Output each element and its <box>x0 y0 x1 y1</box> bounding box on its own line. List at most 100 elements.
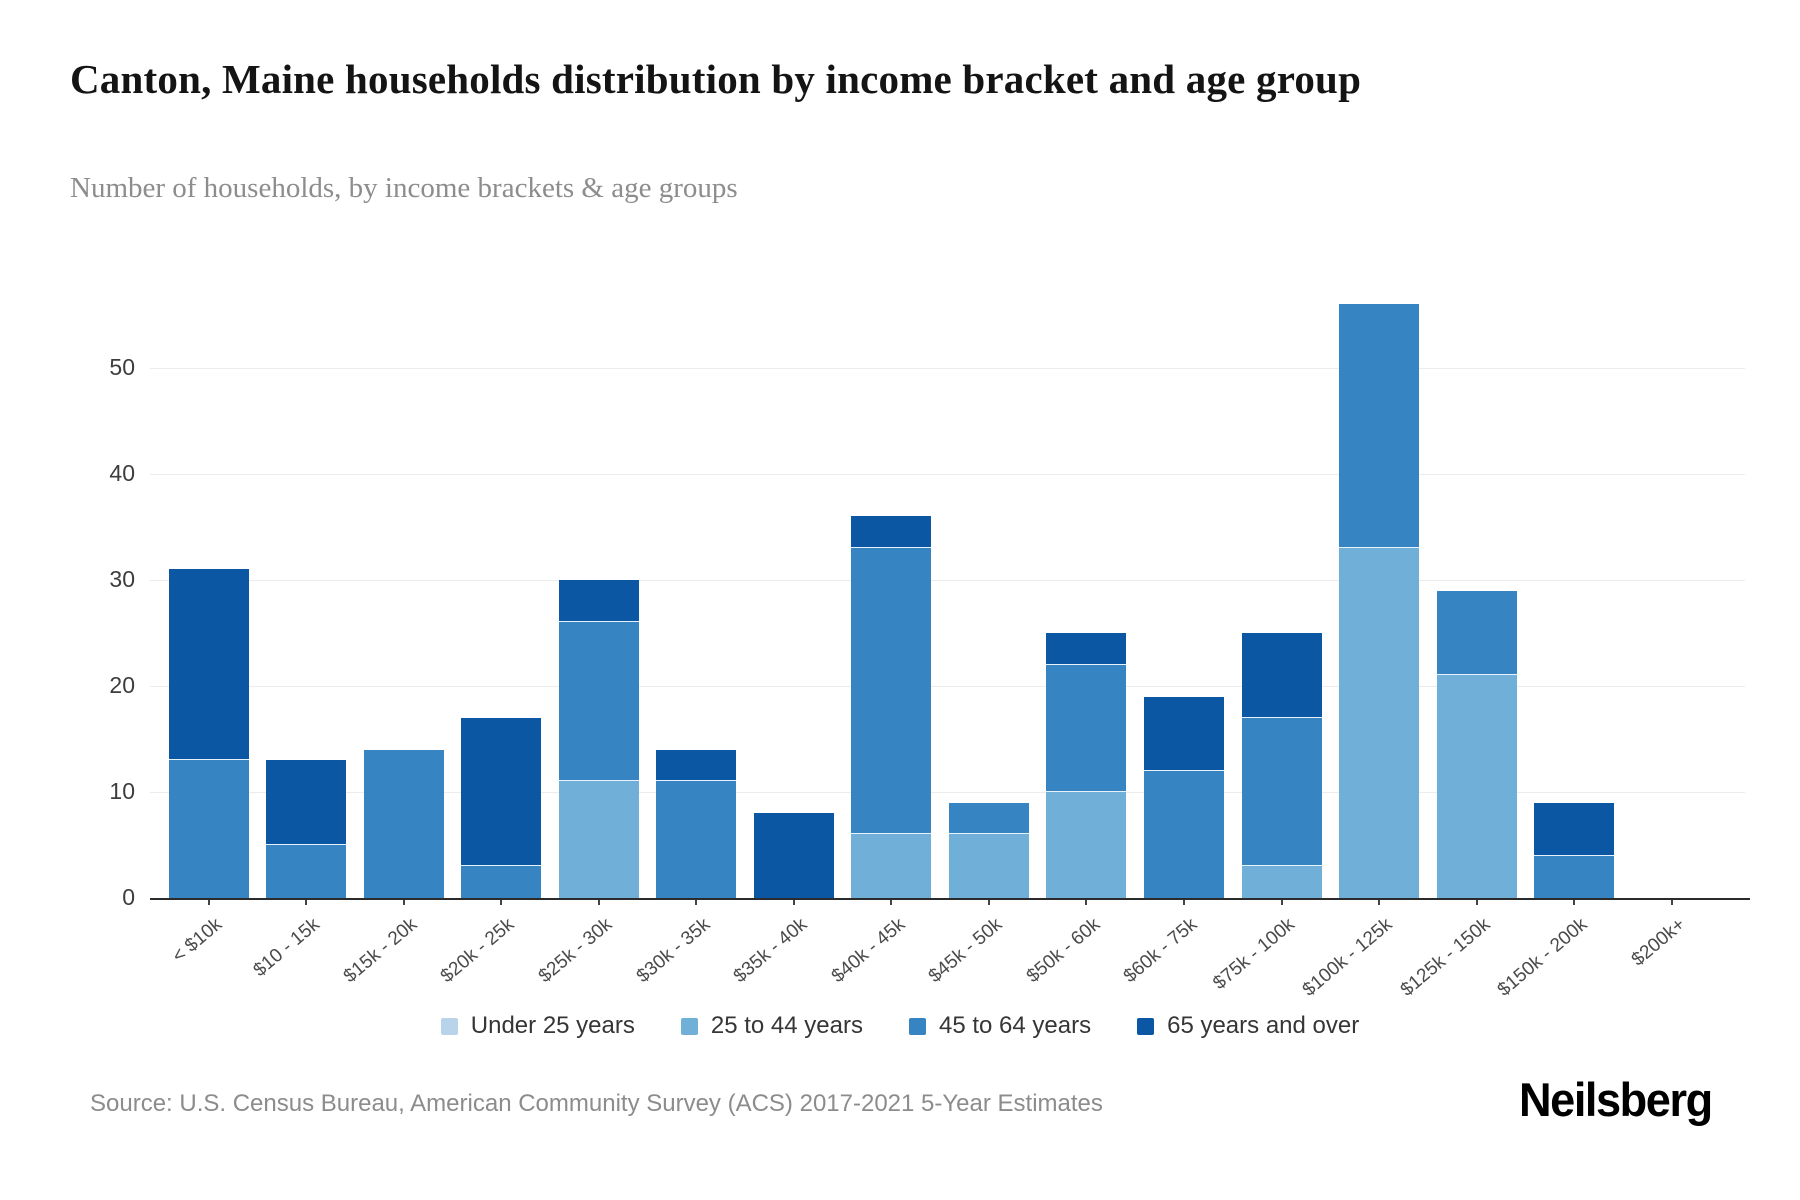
bar-segment[interactable] <box>1241 633 1322 718</box>
x-axis-tick <box>1085 898 1088 905</box>
bar-segment[interactable] <box>1046 792 1127 898</box>
bar-75k-100k <box>1241 633 1322 898</box>
x-axis-tick <box>500 898 503 905</box>
legend-item-25-to-44-years[interactable]: 25 to 44 years <box>680 1012 863 1040</box>
x-axis-line <box>150 898 1750 900</box>
gridline-y-50 <box>150 367 1745 369</box>
x-axis-category-label: $35k - 40k <box>729 914 812 988</box>
gridline-y-10 <box>150 791 1745 793</box>
legend-label: 25 to 44 years <box>710 1012 863 1039</box>
bar-segment[interactable] <box>1046 664 1127 792</box>
x-axis-tick <box>1573 898 1576 905</box>
bar-segment[interactable] <box>656 749 737 782</box>
bar-10-15k <box>266 760 347 898</box>
legend-item-under-25-years[interactable]: Under 25 years <box>440 1012 635 1040</box>
x-axis-category-label: $100k - 125k <box>1298 914 1397 1001</box>
bar-segment[interactable] <box>851 516 932 549</box>
x-axis-tick <box>305 898 308 905</box>
bar-segment[interactable] <box>753 813 834 898</box>
bar-15k-20k <box>363 749 444 898</box>
x-axis-tick <box>695 898 698 905</box>
bar-segment[interactable] <box>948 802 1029 835</box>
x-axis-tick <box>792 898 795 905</box>
bar-45k-50k <box>948 802 1029 898</box>
x-axis-category-label: $45k - 50k <box>924 914 1007 988</box>
bar-150k-200k <box>1534 802 1615 898</box>
bar-segment[interactable] <box>461 717 542 867</box>
bar-25k-30k <box>558 580 639 898</box>
bar-segment[interactable] <box>1241 717 1322 867</box>
bar-segment[interactable] <box>1144 770 1224 898</box>
bar-segment[interactable] <box>1241 866 1322 898</box>
bar-segment[interactable] <box>1144 696 1224 771</box>
legend-swatch-icon <box>680 1017 698 1035</box>
bar-segment[interactable] <box>558 781 639 898</box>
bar-segment[interactable] <box>1534 802 1615 856</box>
y-axis-tick-label: 40 <box>109 460 135 486</box>
x-axis-category-label: $200k+ <box>1627 914 1690 971</box>
bar-segment[interactable] <box>656 781 737 898</box>
y-axis-tick-label: 20 <box>109 672 135 698</box>
bar-segment[interactable] <box>461 866 542 898</box>
legend-label: 45 to 64 years <box>938 1012 1092 1039</box>
x-axis-category-label: $20k - 25k <box>437 914 519 988</box>
y-axis-tick-label: 10 <box>109 778 135 804</box>
x-axis-tick <box>890 898 893 905</box>
x-axis-category-label: $60k - 75k <box>1120 914 1202 988</box>
bar-40k-45k <box>851 516 932 898</box>
y-axis-tick-label: 30 <box>109 566 135 592</box>
bar-segment[interactable] <box>168 569 249 761</box>
bar-segment[interactable] <box>558 622 639 782</box>
bar-segment[interactable] <box>851 834 932 898</box>
source-attribution: Source: U.S. Census Bureau, American Com… <box>90 1090 1103 1117</box>
bar-segment[interactable] <box>851 548 932 835</box>
gridline-y-40 <box>150 473 1745 475</box>
bar-segment[interactable] <box>558 580 639 623</box>
x-axis-category-label: $150k - 200k <box>1494 914 1592 1001</box>
x-axis-tick <box>207 898 210 905</box>
legend-label: Under 25 years <box>470 1012 635 1039</box>
x-axis-tick <box>1475 898 1478 905</box>
bar-segment[interactable] <box>168 760 249 898</box>
y-axis-tick-label: 0 <box>122 884 135 910</box>
chart-title: Canton, Maine households distribution by… <box>70 56 1362 102</box>
legend-swatch-icon <box>440 1017 458 1035</box>
x-axis-category-label: $30k - 35k <box>632 914 714 988</box>
x-axis-category-label: < $10k <box>168 914 226 968</box>
bar-segment[interactable] <box>1339 304 1420 549</box>
x-axis-category-label: $40k - 45k <box>827 914 909 988</box>
legend-item-45-to-64-years[interactable]: 45 to 64 years <box>908 1012 1092 1040</box>
neilsberg-logo[interactable]: Neilsberg <box>1519 1073 1713 1126</box>
bar-segment[interactable] <box>266 845 347 898</box>
bar-10k <box>168 569 249 898</box>
bar-20k-25k <box>461 717 542 898</box>
bar-segment[interactable] <box>363 749 444 898</box>
x-axis-category-label: $15k - 20k <box>339 914 422 988</box>
bar-125k-150k <box>1436 590 1517 898</box>
x-axis-category-label: $25k - 30k <box>534 914 617 988</box>
x-axis-category-label: $125k - 150k <box>1396 914 1495 1001</box>
legend: Under 25 years 25 to 44 years 45 to 64 yea… <box>30 1012 1770 1040</box>
bar-segment[interactable] <box>1436 675 1517 898</box>
x-axis-category-label: $50k - 60k <box>1022 914 1104 988</box>
x-axis-category-label: $10 - 15k <box>249 914 324 982</box>
bar-segment[interactable] <box>1046 633 1127 665</box>
legend-swatch-icon <box>1137 1017 1155 1035</box>
x-axis-tick <box>1280 898 1283 905</box>
x-axis-tick <box>597 898 600 905</box>
x-axis-tick <box>1183 898 1185 905</box>
bar-segment[interactable] <box>1339 548 1420 898</box>
legend-item-65-years-and-over[interactable]: 65 years and over <box>1137 1012 1359 1040</box>
x-axis-category-label: $75k - 100k <box>1209 914 1300 994</box>
x-axis-tick <box>402 898 405 905</box>
x-axis-tick <box>1670 898 1673 905</box>
bar-segment[interactable] <box>266 760 347 845</box>
bar-segment[interactable] <box>948 834 1029 898</box>
gridline-y-20 <box>150 685 1745 687</box>
legend-label: 65 years and over <box>1167 1012 1360 1039</box>
bar-segment[interactable] <box>1436 590 1517 676</box>
bar-60k-75k <box>1144 696 1224 898</box>
bar-35k-40k <box>753 813 834 898</box>
bar-segment[interactable] <box>1534 855 1615 898</box>
legend-swatch-icon <box>908 1017 926 1035</box>
